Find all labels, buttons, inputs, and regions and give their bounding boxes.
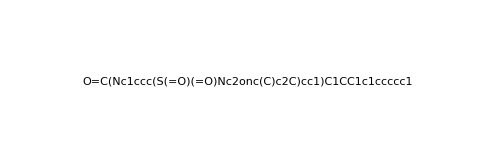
Text: O=C(Nc1ccc(S(=O)(=O)Nc2onc(C)c2C)cc1)C1CC1c1ccccc1: O=C(Nc1ccc(S(=O)(=O)Nc2onc(C)c2C)cc1)C1C… (83, 77, 413, 87)
